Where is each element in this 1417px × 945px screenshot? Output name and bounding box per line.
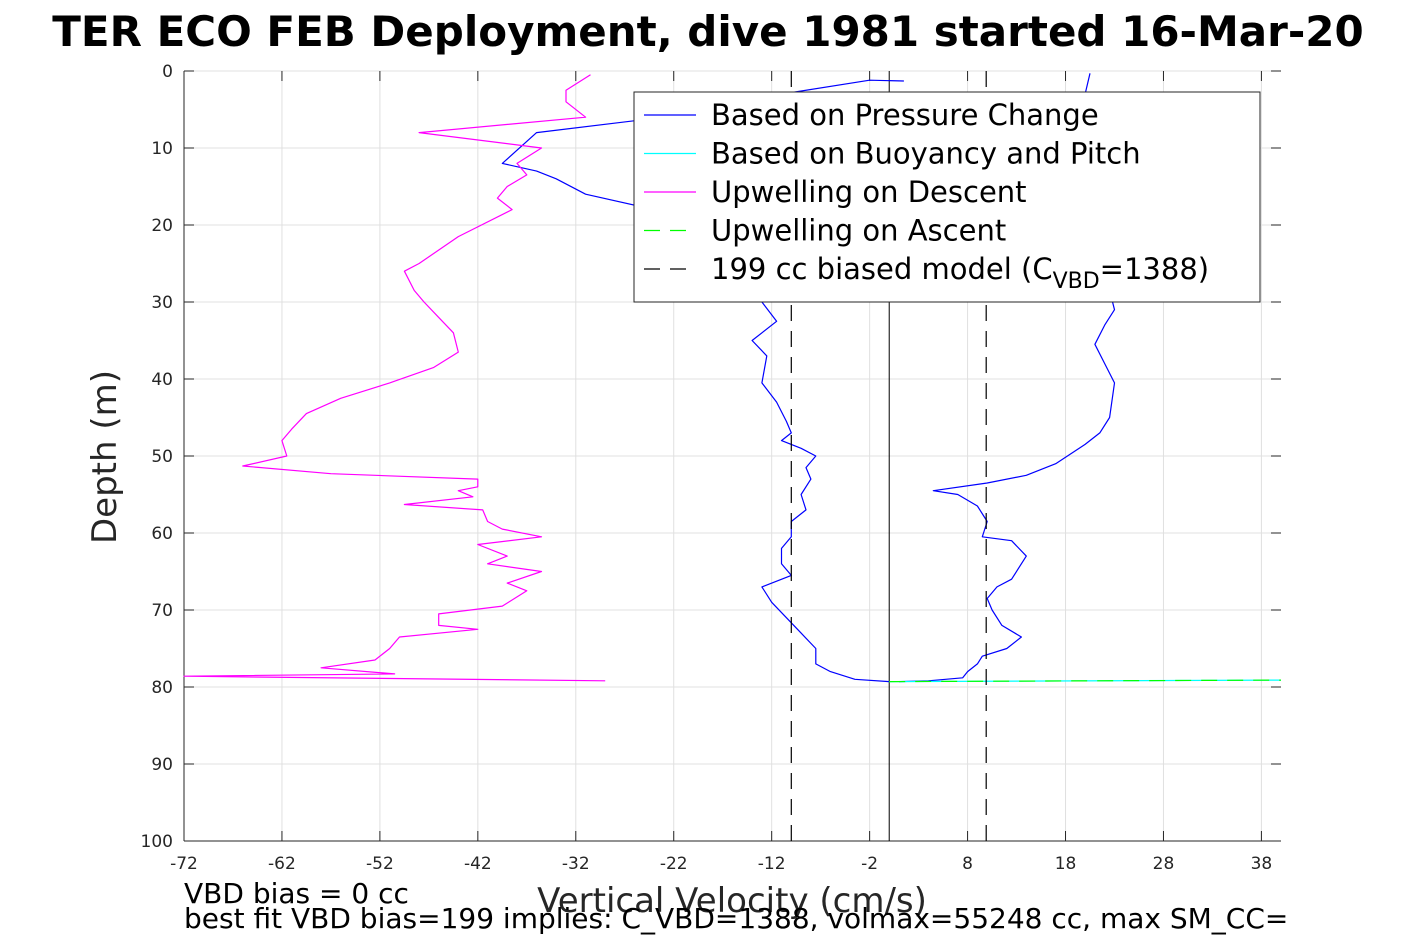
x-tick-label: -52	[366, 854, 394, 874]
y-tick-label: 100	[141, 832, 173, 852]
series-lines	[183, 71, 1282, 841]
axes	[183, 70, 1281, 842]
upwelling-descent-line	[183, 74, 606, 682]
legend-box	[633, 91, 1261, 303]
y-tick-label: 60	[151, 524, 173, 544]
best-fit-note: best fit VBD bias=199 implies: C_VBD=138…	[184, 902, 1288, 935]
y-tick-label: 0	[162, 62, 173, 82]
upwelling-ascent-line	[889, 679, 1282, 683]
x-tick-label: -72	[170, 854, 198, 874]
x-tick-label: 28	[1153, 854, 1175, 874]
x-tick-label: -62	[268, 854, 296, 874]
x-tick-label: -22	[660, 854, 688, 874]
chart-title: TER ECO FEB Deployment, dive 1981 starte…	[52, 7, 1363, 56]
y-tick-label: 30	[151, 293, 173, 313]
x-tick-label: 38	[1251, 854, 1273, 874]
legend-entry-label: Upwelling on Ascent	[711, 214, 1006, 248]
y-axis-label: Depth (m)	[85, 370, 125, 544]
legend-entry-label: Based on Buoyancy and Pitch	[711, 137, 1141, 171]
x-tick-label: -32	[562, 854, 590, 874]
y-tick-label: 10	[151, 139, 173, 159]
x-tick-label: 8	[962, 854, 973, 874]
legend: Based on Pressure Change Based on Buoyanc…	[633, 91, 1261, 303]
x-tick-label: 18	[1055, 854, 1077, 874]
y-tick-label: 40	[151, 370, 173, 390]
pressure-change-descent-line	[501, 79, 904, 683]
x-tick-label: -12	[758, 854, 786, 874]
y-tick-label: 20	[151, 216, 173, 236]
vbd-bias-note: VBD bias = 0 cc	[184, 877, 409, 910]
y-tick-label: 50	[151, 447, 173, 467]
x-tick-label: -2	[861, 854, 878, 874]
pressure-change-ascent-line	[898, 73, 1116, 683]
y-tick-label: 70	[151, 601, 173, 621]
legend-entry-label: Based on Pressure Change	[711, 98, 1099, 132]
legend-entry-label: Upwelling on Descent	[711, 175, 1027, 209]
x-tick-label: -42	[464, 854, 492, 874]
tick-labels: -72 -62 -52 -42 -32 -22 -12 -2 8 18 28 38 0 10 20 30 40 5…	[141, 62, 1273, 874]
y-tick-label: 90	[151, 755, 173, 775]
y-tick-label: 80	[151, 678, 173, 698]
x-axis-label: Vertical Velocity (cm/s)	[537, 881, 927, 921]
